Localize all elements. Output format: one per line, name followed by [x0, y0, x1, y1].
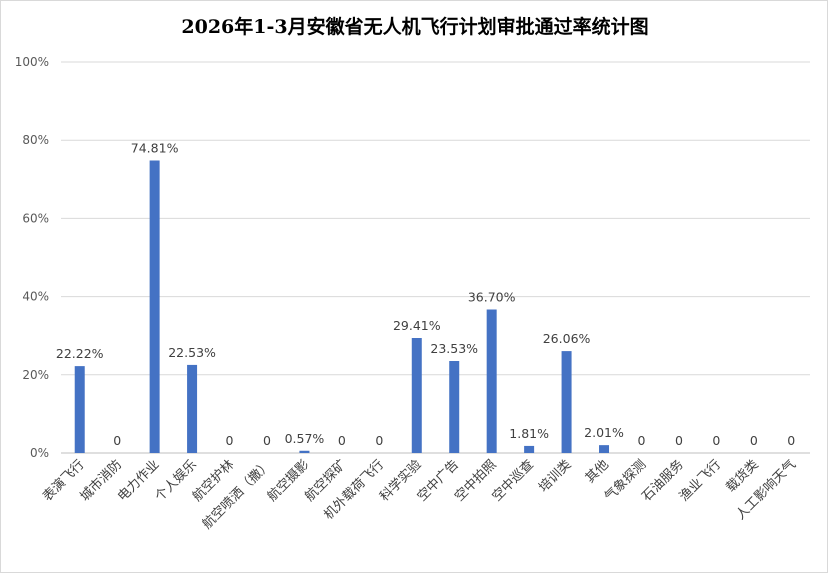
data-label: 36.70%	[468, 290, 516, 305]
data-label: 23.53%	[430, 341, 478, 356]
y-tick-label: 100%	[15, 55, 49, 69]
data-label: 0	[375, 433, 383, 448]
y-tick-label: 80%	[22, 133, 49, 147]
data-label: 26.06%	[543, 331, 591, 346]
bar	[187, 364, 198, 453]
data-label: 1.81%	[509, 426, 549, 441]
data-label: 0	[637, 433, 645, 448]
data-label: 2.01%	[584, 425, 624, 440]
data-label: 0	[712, 433, 720, 448]
data-label: 0	[113, 433, 121, 448]
bar	[524, 445, 535, 453]
data-label: 74.81%	[131, 140, 179, 155]
x-tick-label: 培训类	[536, 457, 575, 496]
bar	[149, 160, 160, 453]
data-label: 0	[338, 433, 346, 448]
data-label: 22.22%	[56, 346, 104, 361]
bar	[449, 360, 460, 453]
y-tick-label: 0%	[30, 446, 49, 460]
data-label: 0.57%	[285, 431, 325, 446]
x-tick-label: 空中巡查	[490, 457, 537, 504]
data-label: 0	[750, 433, 758, 448]
bar	[561, 351, 572, 453]
y-tick-label: 40%	[22, 290, 49, 304]
bar	[599, 445, 610, 453]
bar	[299, 450, 310, 453]
data-label: 0	[675, 433, 683, 448]
bar	[74, 366, 85, 453]
x-tick-label: 渔业飞行	[677, 457, 724, 504]
bar	[486, 309, 497, 453]
y-tick-label: 60%	[22, 211, 49, 225]
data-label: 0	[263, 433, 271, 448]
y-tick-label: 20%	[22, 368, 49, 382]
data-label: 22.53%	[168, 345, 216, 360]
chart-title: 2026年1-3月安徽省无人机飞行计划审批通过率统计图	[181, 16, 649, 38]
x-tick-label: 其他	[583, 457, 612, 486]
data-label: 0	[226, 433, 234, 448]
data-label: 29.41%	[393, 318, 441, 333]
bar	[411, 338, 422, 453]
data-label: 0	[787, 433, 795, 448]
